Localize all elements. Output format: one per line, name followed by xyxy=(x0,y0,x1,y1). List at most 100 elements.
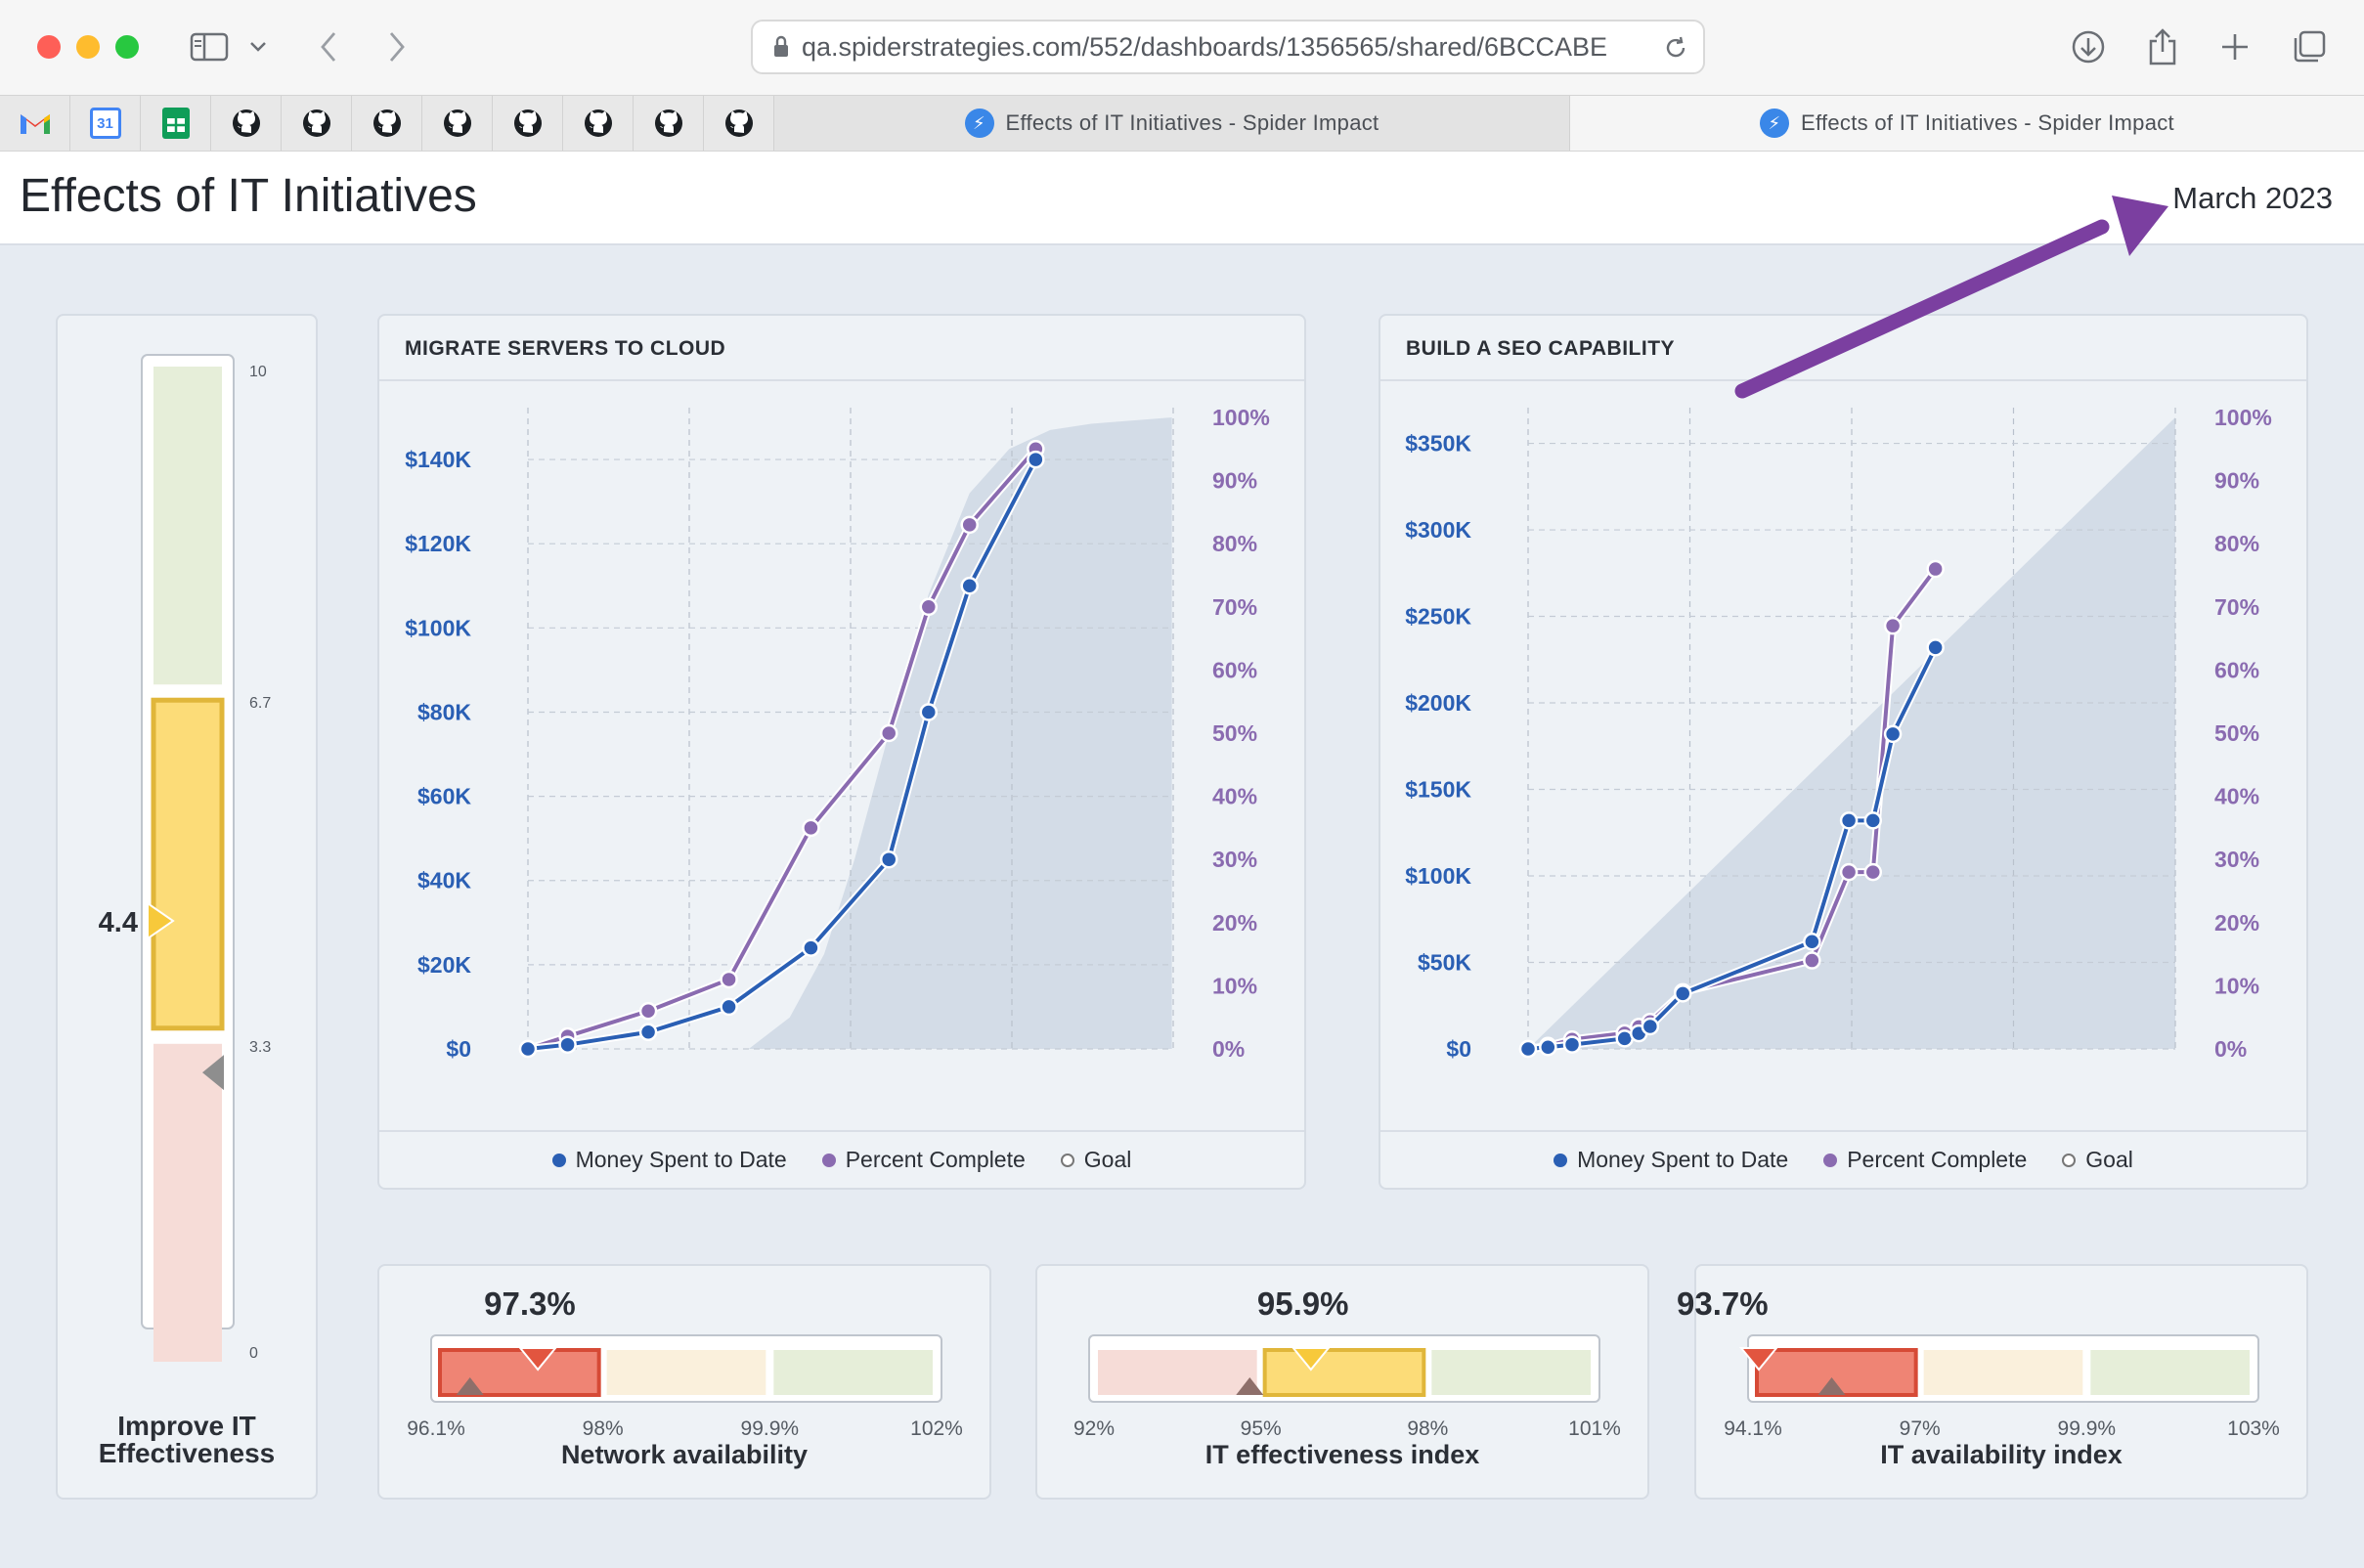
tab-effects-2[interactable]: ⚡ Effects of IT Initiatives - Spider Imp… xyxy=(1570,96,2364,151)
money-spent-point[interactable] xyxy=(960,577,979,595)
y-left-tick: $150K xyxy=(1405,777,1471,803)
reload-icon[interactable] xyxy=(1662,34,1689,62)
zoom-window-button[interactable] xyxy=(115,35,139,59)
github-icon xyxy=(302,109,330,137)
it-effectiveness-index-card[interactable]: 95.9% IT effectiveness index 92% 95% 98% 101% xyxy=(1035,1264,1649,1500)
money-spent-point[interactable] xyxy=(1883,724,1903,744)
money-spent-point[interactable] xyxy=(1803,933,1821,951)
close-window-button[interactable] xyxy=(37,35,61,59)
gauge-label-line2: Effectiveness xyxy=(98,1438,276,1468)
share-button[interactable] xyxy=(2137,22,2188,72)
github-icon xyxy=(372,109,401,137)
it-availability-index-card[interactable]: 93.7% IT availability index 94.1% 97% 99.9% 1… xyxy=(1677,1264,2308,1500)
network-availability-card[interactable]: 97.3% Network availability 96.1% 98% 99.9% 10… xyxy=(377,1264,991,1500)
sidebar-icon xyxy=(190,32,229,62)
gauge-value: 97.3% xyxy=(484,1285,576,1322)
favorite-github[interactable] xyxy=(211,96,282,151)
gauge-label: Network availability xyxy=(560,1440,809,1469)
forward-button[interactable] xyxy=(372,22,422,72)
y-left-tick: $140K xyxy=(405,447,471,472)
money-spent-point[interactable] xyxy=(518,1039,538,1059)
favorite-gmail[interactable] xyxy=(0,96,70,151)
y-right-tick: 90% xyxy=(1212,468,1257,494)
dashboard-header: Effects of IT Initiatives March 2023 xyxy=(0,152,2364,245)
y-right-tick: 100% xyxy=(2214,405,2272,430)
favorite-github[interactable] xyxy=(634,96,704,151)
favorite-github[interactable] xyxy=(704,96,774,151)
money-spent-point[interactable] xyxy=(1926,638,1945,657)
legend-percent[interactable]: Percent Complete xyxy=(1823,1147,2027,1173)
vertical-gauge: 10 6.7 3.3 0 4.4 xyxy=(99,354,271,1362)
y-right-tick: 30% xyxy=(1212,847,1257,872)
gauge-value-marker xyxy=(1291,1347,1331,1372)
money-spent-point[interactable] xyxy=(638,1023,658,1042)
gauge-target-marker xyxy=(456,1377,484,1395)
tab-overview-button[interactable] xyxy=(2284,22,2335,72)
money-spent-point[interactable] xyxy=(919,703,939,721)
share-icon xyxy=(2149,28,2176,65)
legend-money[interactable]: Money Spent to Date xyxy=(1554,1147,1788,1173)
gauge-target-marker xyxy=(202,1055,224,1091)
favorite-github[interactable] xyxy=(352,96,422,151)
legend-percent[interactable]: Percent Complete xyxy=(821,1147,1026,1173)
gauge-label-line1: Improve IT xyxy=(117,1411,256,1441)
favorite-github[interactable] xyxy=(282,96,352,151)
sidebar-toggle-button[interactable] xyxy=(184,22,235,72)
github-icon xyxy=(443,109,471,137)
money-spent-point[interactable] xyxy=(1027,450,1045,469)
money-spent-point[interactable] xyxy=(1839,811,1859,830)
percent-complete-point[interactable] xyxy=(638,1001,658,1021)
money-spent-point[interactable] xyxy=(1673,984,1692,1003)
tab-effects-1[interactable]: ⚡ Effects of IT Initiatives - Spider Imp… xyxy=(774,96,1570,151)
sidebar-menu-button[interactable] xyxy=(239,22,278,72)
gauge-label: IT availability index xyxy=(1880,1440,2123,1469)
gauge-tick: 98% xyxy=(582,1417,624,1440)
chart-title: MIGRATE SERVERS TO CLOUD xyxy=(405,337,726,360)
favorite-github[interactable] xyxy=(422,96,493,151)
money-spent-point[interactable] xyxy=(1539,1037,1557,1057)
money-spent-point[interactable] xyxy=(1641,1017,1660,1036)
legend-money[interactable]: Money Spent to Date xyxy=(551,1147,787,1173)
percent-complete-point[interactable] xyxy=(1863,862,1883,882)
percent-complete-point[interactable] xyxy=(1926,559,1945,579)
money-spent-point[interactable] xyxy=(558,1035,577,1054)
money-spent-point[interactable] xyxy=(720,997,738,1017)
improve-it-effectiveness-card[interactable]: 10 6.7 3.3 0 4.4 Improve IT Effectiveness xyxy=(56,314,318,1500)
percent-complete-point[interactable] xyxy=(1883,616,1903,635)
percent-complete-point[interactable] xyxy=(919,597,939,617)
money-spent-point[interactable] xyxy=(879,849,898,869)
period-selector[interactable]: March 2023 xyxy=(2172,181,2333,215)
percent-complete-point[interactable] xyxy=(1839,862,1859,882)
downloads-button[interactable] xyxy=(2063,22,2114,72)
favorite-sheets[interactable] xyxy=(141,96,211,151)
new-tab-button[interactable] xyxy=(2210,22,2260,72)
address-bar[interactable]: qa.spiderstrategies.com/552/dashboards/1… xyxy=(751,20,1705,74)
money-spent-point[interactable] xyxy=(1863,811,1883,830)
legend-goal[interactable]: Goal xyxy=(2062,1147,2133,1173)
gauge-graphic xyxy=(438,1347,933,1397)
money-spent-point[interactable] xyxy=(1518,1039,1538,1059)
y-right-tick: 40% xyxy=(2214,784,2259,809)
build-seo-card[interactable]: BUILD A SEO CAPABILITY Jan 12021Apr 2520… xyxy=(1379,314,2308,1190)
gauge-label: Improve IT Effectiveness xyxy=(58,1413,316,1467)
percent-complete-point[interactable] xyxy=(1803,951,1821,970)
percent-complete-point[interactable] xyxy=(802,818,820,838)
y-left-tick: $300K xyxy=(1405,517,1471,543)
favorite-github[interactable] xyxy=(563,96,634,151)
percent-complete-point[interactable] xyxy=(960,515,979,535)
migrate-servers-card[interactable]: MIGRATE SERVERS TO CLOUD Jul 12020Oct 31… xyxy=(377,314,1306,1190)
favorite-calendar[interactable]: 31 xyxy=(70,96,141,151)
github-icon xyxy=(513,109,542,137)
legend-goal[interactable]: Goal xyxy=(1060,1147,1131,1173)
favorite-github[interactable] xyxy=(493,96,563,151)
percent-complete-point[interactable] xyxy=(720,970,738,989)
percent-complete-point[interactable] xyxy=(879,723,898,743)
url-text: qa.spiderstrategies.com/552/dashboards/1… xyxy=(802,31,1608,62)
money-spent-point[interactable] xyxy=(802,938,820,957)
money-spent-point[interactable] xyxy=(1562,1035,1582,1054)
back-button[interactable] xyxy=(303,22,354,72)
calendar-icon: 31 xyxy=(89,108,121,139)
minimize-window-button[interactable] xyxy=(76,35,100,59)
gauge-target-marker xyxy=(1236,1377,1264,1395)
gauge-segment-red xyxy=(1098,1350,1257,1395)
